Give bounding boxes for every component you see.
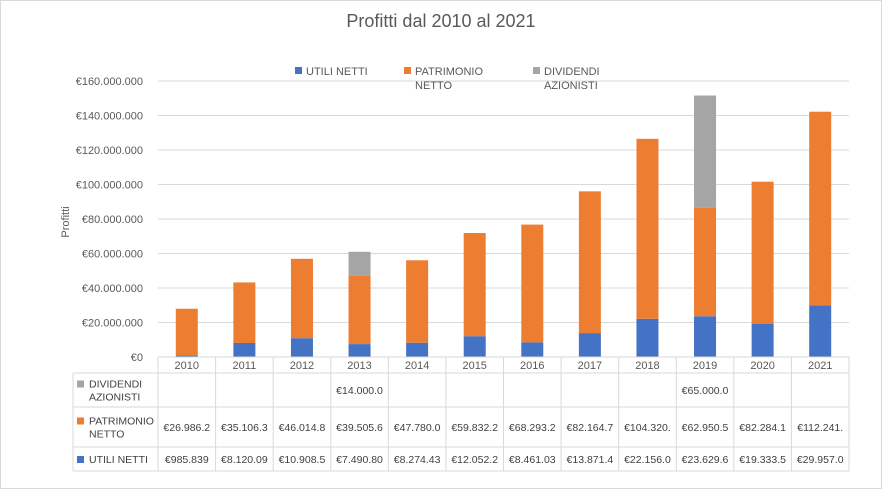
x-tick-label: 2018 xyxy=(635,360,659,372)
table-cell-utili-netti: €23.629.6 xyxy=(682,454,729,466)
y-tick-label: €60.000.000 xyxy=(82,249,143,261)
x-tick-label: 2020 xyxy=(750,360,774,372)
legend-label-dividendi-azionisti: DIVIDENDI xyxy=(544,66,600,78)
bar-utili-netti-2017 xyxy=(578,333,601,357)
x-tick-label: 2013 xyxy=(347,360,371,372)
table-cell-utili-netti: €7.490.80 xyxy=(336,454,383,466)
table-cell-dividendi-azionisti: €65.000.0 xyxy=(682,385,729,397)
table-cell-utili-netti: €12.052.2 xyxy=(451,454,498,466)
bar-patrimonio-netto-2016 xyxy=(521,224,544,343)
legend-swatch-utili-netti xyxy=(295,67,302,74)
chart-title: Profitti dal 2010 al 2021 xyxy=(346,11,535,31)
bar-patrimonio-netto-2014 xyxy=(406,260,429,343)
x-tick-label: 2017 xyxy=(578,360,602,372)
table-cell-utili-netti: €22.156.0 xyxy=(624,454,671,466)
bar-patrimonio-netto-2019 xyxy=(694,207,717,317)
y-axis-label: Profitti xyxy=(60,206,72,237)
table-cell-utili-netti: €985.839 xyxy=(165,454,209,466)
legend-label-patrimonio-netto: PATRIMONIO xyxy=(415,66,483,78)
table-cell-utili-netti: €10.908.5 xyxy=(279,454,326,466)
table-cell-patrimonio-netto: €112.241. xyxy=(797,422,843,434)
table-row-label-dividendi-azionisti: AZIONISTI xyxy=(89,392,140,404)
legend-label-utili-netti: UTILI NETTI xyxy=(306,66,368,78)
table-cell-utili-netti: €29.957.0 xyxy=(797,454,844,466)
table-cell-utili-netti: €19.333.5 xyxy=(739,454,786,466)
bar-utili-netti-2018 xyxy=(636,318,659,357)
table-row-label-utili-netti: UTILI NETTI xyxy=(89,454,148,466)
legend: UTILI NETTI PATRIMONIO NETTO DIVIDENDI AZION… xyxy=(295,66,600,92)
table-row-label-dividendi-azionisti: DIVIDENDI xyxy=(89,379,142,391)
bar-utili-netti-2020 xyxy=(751,323,774,357)
bar-patrimonio-netto-2015 xyxy=(463,232,486,337)
table-cell-dividendi-azionisti: €14.000.0 xyxy=(336,385,383,397)
y-tick-label: €160.000.000 xyxy=(76,76,143,88)
table-cell-patrimonio-netto: €26.986.2 xyxy=(163,422,210,434)
table-cell-patrimonio-netto: €104.320. xyxy=(624,422,671,434)
bar-dividendi-azionisti-2019 xyxy=(694,95,717,208)
table-swatch-utili-netti xyxy=(77,456,84,463)
table-cell-patrimonio-netto: €82.164.7 xyxy=(567,422,614,434)
table-cell-patrimonio-netto: €82.284.1 xyxy=(739,422,786,434)
data-table: 2010 2011 2012 2013 2014 2015 2016 2017 2018 2019… xyxy=(72,356,850,472)
bar-patrimonio-netto-2013 xyxy=(348,275,371,345)
gridlines xyxy=(158,80,849,323)
bar-utili-netti-2013 xyxy=(348,344,371,357)
y-tick-label: €100.000.000 xyxy=(76,180,143,192)
table-cell-patrimonio-netto: €39.505.6 xyxy=(336,422,383,434)
bar-utili-netti-2019 xyxy=(694,316,717,357)
bar-utili-netti-2015 xyxy=(463,336,486,357)
table-cell-patrimonio-netto: €62.950.5 xyxy=(682,422,729,434)
x-tick-label: 2019 xyxy=(693,360,717,372)
bar-patrimonio-netto-2011 xyxy=(233,282,256,343)
bar-patrimonio-netto-2017 xyxy=(578,191,601,334)
bar-patrimonio-netto-2020 xyxy=(751,181,774,324)
bar-utili-netti-2010 xyxy=(175,355,198,357)
bar-patrimonio-netto-2021 xyxy=(809,111,832,306)
table-cell-utili-netti: €8.120.09 xyxy=(221,454,268,466)
table-cell-utili-netti: €8.461.03 xyxy=(509,454,556,466)
x-tick-label: 2014 xyxy=(405,360,429,372)
table-cell-utili-netti: €13.871.4 xyxy=(567,454,614,466)
y-tick-label: €80.000.000 xyxy=(82,214,143,226)
table-cell-patrimonio-netto: €68.293.2 xyxy=(509,422,556,434)
bar-utili-netti-2012 xyxy=(290,338,313,357)
y-tick-label: €140.000.000 xyxy=(76,111,143,123)
table-cell-utili-netti: €8.274.43 xyxy=(394,454,441,466)
legend-label-patrimonio-netto: NETTO xyxy=(415,80,453,92)
legend-label-dividendi-azionisti: AZIONISTI xyxy=(544,80,598,92)
x-tick-label: 2015 xyxy=(462,360,486,372)
y-tick-label: €120.000.000 xyxy=(76,145,143,157)
bar-patrimonio-netto-2012 xyxy=(290,258,313,339)
legend-swatch-patrimonio-netto xyxy=(404,67,411,74)
x-tick-label: 2011 xyxy=(233,360,257,372)
x-tick-label: 2021 xyxy=(808,360,832,372)
table-cell-patrimonio-netto: €46.014.8 xyxy=(279,422,326,434)
table-cell-patrimonio-netto: €35.106.3 xyxy=(221,422,268,434)
bars xyxy=(175,95,832,357)
legend-swatch-dividendi-azionisti xyxy=(533,67,540,74)
table-row-label-patrimonio-netto: NETTO xyxy=(89,429,124,441)
bar-utili-netti-2021 xyxy=(809,305,832,357)
bar-patrimonio-netto-2010 xyxy=(175,308,198,356)
x-tick-label: 2012 xyxy=(290,360,314,372)
y-tick-label: €0 xyxy=(131,352,143,364)
table-row-label-patrimonio-netto: PATRIMONIO xyxy=(89,416,154,428)
bar-dividendi-azionisti-2013 xyxy=(348,251,371,276)
table-swatch-patrimonio-netto xyxy=(77,417,84,425)
bar-utili-netti-2016 xyxy=(521,342,544,357)
table-cell-patrimonio-netto: €47.780.0 xyxy=(394,422,441,434)
bar-utili-netti-2011 xyxy=(233,342,256,357)
x-tick-label: 2010 xyxy=(175,360,199,372)
y-axis-ticks: €0 €20.000.000 €40.000.000 €60.000.000 €80.0… xyxy=(76,76,143,364)
x-tick-label: 2016 xyxy=(520,360,544,372)
bar-patrimonio-netto-2018 xyxy=(636,138,659,319)
bar-utili-netti-2014 xyxy=(406,342,429,357)
y-tick-label: €20.000.000 xyxy=(82,318,143,330)
y-tick-label: €40.000.000 xyxy=(82,283,143,295)
table-swatch-dividendi-azionisti xyxy=(77,380,84,388)
table-cell-patrimonio-netto: €59.832.2 xyxy=(451,422,498,434)
